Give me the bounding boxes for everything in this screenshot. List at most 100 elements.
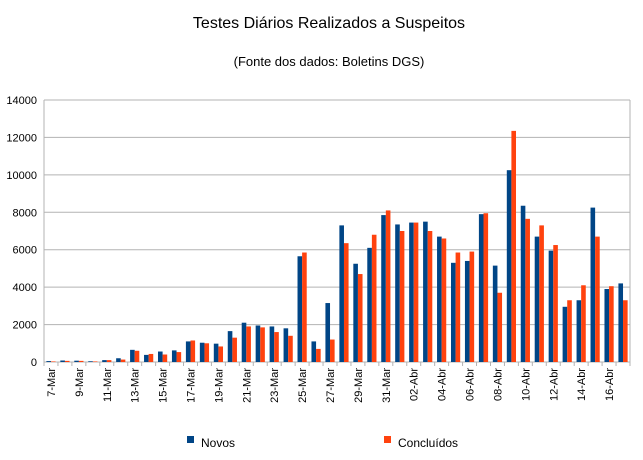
x-tick-label: 06-Abr [465, 368, 477, 401]
bar-concludos [134, 350, 140, 362]
bar-concludos [50, 361, 56, 362]
bar-novos [339, 225, 344, 362]
bar-concludos [232, 337, 237, 362]
bar-novos [325, 303, 331, 362]
bar-concludos [148, 353, 154, 362]
bar-concludos [78, 360, 84, 362]
bar-concludos [302, 252, 307, 362]
bar-novos [185, 341, 191, 362]
chart-subtitle: (Fonte dos dados: Boletins DGS) [234, 54, 425, 69]
bar-novos [171, 350, 177, 362]
x-tick-label: 10-Abr [520, 368, 532, 401]
bar-concludos [274, 332, 279, 362]
bar-novos [60, 360, 65, 362]
bar-novos [576, 300, 582, 362]
bar-novos [46, 361, 51, 362]
bar-concludos [525, 218, 530, 362]
x-tick-label: 02-Abr [409, 368, 421, 401]
x-tick-label: 27-Mar [325, 368, 337, 403]
bar-concludos [120, 359, 126, 362]
y-tick-label: 6000 [13, 245, 37, 257]
bar-concludos [218, 346, 224, 362]
x-tick-label: 15-Mar [158, 368, 170, 403]
x-tick-label: 23-Mar [269, 368, 281, 403]
chart-title: Testes Diários Realizados a Suspeitos [193, 15, 465, 32]
bar-novos [283, 328, 289, 362]
bar-novos [241, 322, 247, 362]
legend-swatch-concluidos [384, 436, 391, 443]
bar-novos [381, 215, 386, 362]
bar-concludos [106, 360, 112, 362]
x-tick-label: 08-Abr [492, 368, 504, 401]
x-tick-label: 9-Mar [74, 368, 86, 397]
bar-novos [548, 250, 554, 362]
bar-novos [255, 325, 261, 362]
bar-concludos [357, 274, 363, 362]
bar-concludos [413, 222, 419, 362]
bar-novos [297, 256, 303, 362]
bar-novos [130, 349, 135, 362]
x-tick-label: 14-Abr [576, 368, 588, 401]
bar-novos [102, 360, 107, 362]
x-tick-label: 04-Abr [437, 368, 449, 401]
bar-novos [269, 326, 275, 362]
bar-concludos [623, 300, 628, 362]
bar-novos [520, 205, 526, 362]
y-tick-label: 12000 [6, 132, 37, 144]
bar-novos [604, 289, 610, 362]
y-tick-label: 0 [31, 357, 37, 369]
bar-novos [534, 236, 540, 362]
bar-concludos [64, 360, 70, 362]
x-tick-label: 7-Mar [46, 368, 58, 397]
x-tick-label: 17-Mar [186, 368, 198, 403]
x-tick-label: 25-Mar [297, 368, 309, 403]
y-tick-label: 14000 [6, 95, 37, 107]
bar-concludos [497, 292, 503, 362]
bar-novos [409, 222, 414, 362]
bar-concludos [330, 339, 335, 362]
bar-novos [353, 263, 358, 362]
bar-concludos [553, 245, 558, 362]
legend-label-novos: Novos [201, 436, 235, 450]
bar-novos [367, 247, 372, 362]
bar-novos [88, 361, 93, 362]
bar-concludos [483, 213, 489, 362]
bar-novos [157, 351, 163, 362]
bar-novos [464, 260, 470, 362]
x-tick-label: 13-Mar [130, 368, 142, 403]
bar-concludos [455, 252, 461, 362]
x-tick-label: 12-Abr [548, 368, 560, 401]
x-tick-label: 16-Abr [604, 368, 616, 401]
bar-novos [618, 283, 624, 362]
x-tick-label: 29-Mar [353, 368, 365, 403]
y-tick-label: 8000 [13, 207, 37, 219]
bar-novos [506, 170, 512, 362]
bar-concludos [343, 243, 349, 362]
bar-concludos [288, 335, 293, 362]
x-tick-label: 11-Mar [102, 368, 114, 402]
bar-novos [213, 343, 219, 362]
bar-concludos [92, 361, 98, 362]
bar-concludos [162, 354, 168, 362]
y-tick-label: 4000 [13, 282, 37, 294]
bar-novos [478, 214, 484, 362]
bar-novos [311, 341, 317, 362]
bar-concludos [567, 300, 572, 362]
bar-novos [395, 224, 400, 362]
bar-concludos [441, 238, 447, 362]
bar-concludos [399, 231, 405, 362]
bar-concludos [176, 352, 182, 362]
bar-concludos [539, 225, 544, 362]
x-tick-label: 31-Mar [381, 368, 393, 403]
bar-novos [74, 360, 79, 362]
bar-concludos [511, 130, 517, 362]
bar-concludos [260, 327, 265, 362]
bar-novos [437, 236, 442, 362]
y-tick-label: 10000 [6, 170, 37, 182]
bar-concludos [246, 326, 251, 362]
bar-novos [116, 358, 121, 362]
bar-concludos [469, 251, 475, 362]
bar-novos [199, 342, 205, 362]
bar-novos [590, 207, 596, 362]
